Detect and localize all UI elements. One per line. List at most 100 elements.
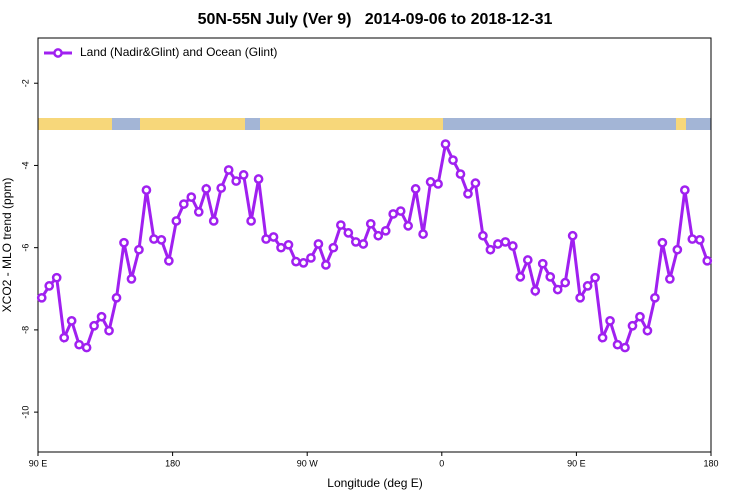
- data-point: [231, 176, 242, 186]
- data-point: [223, 165, 234, 175]
- data-point: [268, 232, 279, 242]
- data-point: [403, 221, 413, 231]
- data-point: [59, 332, 70, 343]
- data-point: [178, 199, 189, 209]
- data-point: [560, 277, 571, 288]
- data-point: [470, 178, 481, 188]
- chart-title: 50N-55N July (Ver 9) 2014-09-06 to 2018-…: [198, 11, 553, 28]
- data-point: [298, 258, 309, 268]
- data-point: [582, 281, 593, 291]
- data-point: [66, 316, 77, 326]
- data-point: [687, 234, 698, 244]
- data-point: [650, 292, 660, 303]
- data-point: [36, 292, 47, 303]
- data-point: [201, 184, 212, 194]
- data-point: [455, 169, 466, 179]
- data-point: [283, 239, 294, 250]
- legend-label: Land (Nadir&Glint) and Ocean (Glint): [80, 45, 277, 59]
- data-point: [193, 207, 204, 217]
- data-point: [171, 216, 182, 226]
- data-point: [111, 292, 122, 303]
- data-point: [216, 183, 227, 193]
- data-point: [702, 255, 713, 266]
- data-point: [321, 260, 331, 270]
- data-point: [51, 272, 62, 283]
- data-point: [672, 244, 683, 255]
- data-point: [149, 234, 159, 244]
- y-tick-label: -6: [20, 244, 30, 252]
- data-point: [410, 184, 421, 194]
- data-point: [500, 237, 511, 247]
- x-tick-label: 0: [439, 458, 444, 468]
- data-point: [74, 339, 84, 350]
- data-point: [343, 228, 354, 238]
- data-point: [485, 244, 496, 255]
- y-tick-label: -2: [20, 79, 30, 87]
- data-point: [313, 239, 324, 249]
- x-axis-label: Longitude (deg E): [327, 476, 422, 490]
- data-point: [141, 185, 152, 195]
- x-tick-label: 90 W: [297, 458, 319, 468]
- data-point: [418, 229, 428, 239]
- data-point: [134, 244, 144, 255]
- data-point: [261, 234, 271, 244]
- data-point: [186, 192, 197, 202]
- data-point: [96, 311, 107, 322]
- data-point: [635, 311, 645, 322]
- data-point: [388, 209, 399, 219]
- data-point: [291, 256, 301, 267]
- data-point: [104, 325, 114, 336]
- land-band: [676, 118, 686, 130]
- data-point: [530, 285, 541, 296]
- data-point: [507, 241, 518, 251]
- data-point: [657, 237, 668, 248]
- y-tick-label: -10: [20, 406, 30, 419]
- data-point: [328, 242, 339, 253]
- data-point: [276, 242, 286, 253]
- data-point: [373, 230, 384, 241]
- data-point: [567, 230, 578, 241]
- x-tick-label: 180: [703, 458, 718, 468]
- x-tick-label: 90 E: [29, 458, 48, 468]
- data-point: [126, 274, 137, 284]
- data-point: [537, 258, 548, 269]
- data-point: [522, 255, 533, 265]
- data-point: [365, 218, 376, 229]
- data-point: [590, 272, 600, 283]
- data-point: [164, 255, 174, 266]
- data-point: [463, 188, 473, 199]
- data-point: [545, 272, 556, 282]
- land-band: [140, 118, 245, 130]
- data-point: [89, 320, 99, 331]
- data-point: [156, 235, 167, 245]
- y-tick-label: -8: [20, 326, 30, 334]
- data-point: [336, 220, 346, 230]
- data-point: [493, 239, 503, 249]
- data-point: [620, 342, 630, 353]
- data-point: [440, 139, 451, 149]
- data-point: [208, 216, 219, 226]
- data-point: [627, 320, 638, 331]
- data-point: [119, 237, 129, 248]
- data-point: [665, 274, 675, 284]
- x-tick-label: 90 E: [567, 458, 586, 468]
- data-point: [350, 237, 361, 247]
- data-point: [253, 174, 264, 184]
- y-axis-label: XCO2 - MLO trend (ppm): [0, 178, 14, 313]
- data-point: [246, 216, 256, 226]
- data-point: [642, 325, 653, 336]
- data-point: [605, 316, 615, 326]
- data-point: [515, 272, 526, 282]
- land-ocean-strip: [38, 118, 711, 130]
- land-band: [38, 118, 112, 130]
- plot-frame: [37, 37, 712, 453]
- data-point: [679, 185, 690, 195]
- data-point: [552, 284, 563, 295]
- data-point: [478, 230, 488, 241]
- data-point: [395, 206, 406, 216]
- data-point: [575, 292, 585, 303]
- data-point: [81, 342, 92, 353]
- data-point: [238, 170, 249, 180]
- y-tick-label: -4: [20, 161, 30, 169]
